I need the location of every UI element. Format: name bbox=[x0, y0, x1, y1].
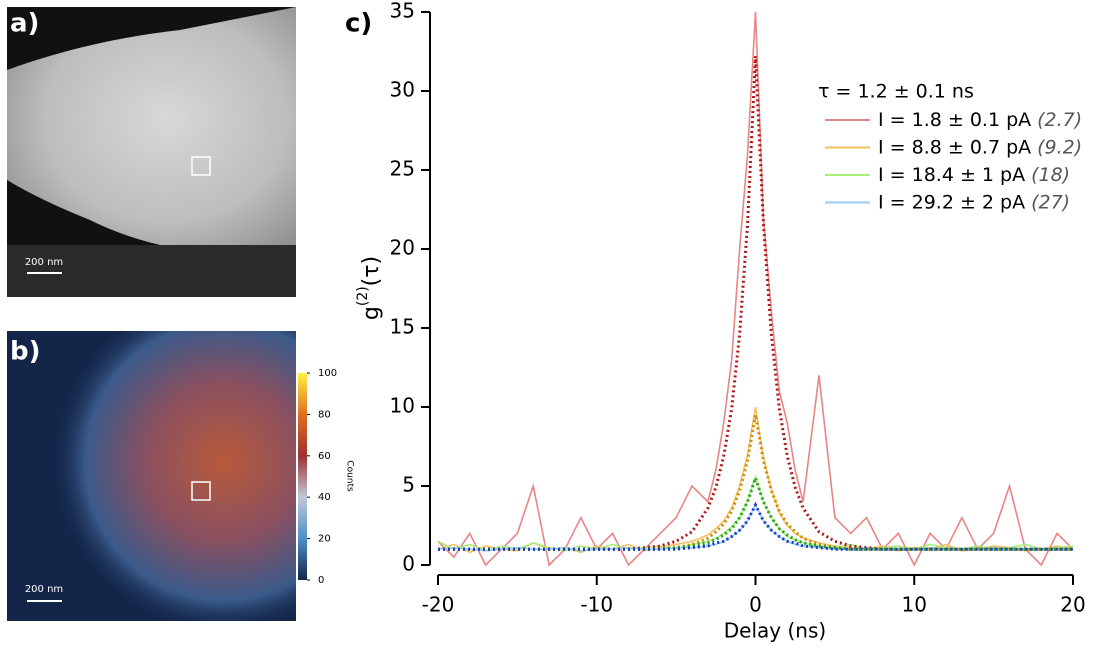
legend-name: I = 1.8 ± 0.1 pA bbox=[878, 109, 1031, 131]
y-tick-label: 10 bbox=[390, 394, 415, 418]
x-tick-label: 20 bbox=[1060, 593, 1085, 617]
y-tick-label: 5 bbox=[402, 473, 415, 497]
colorbar-tick-label: 40 bbox=[318, 492, 331, 503]
legend-entry: I = 8.8 ± 0.7 pA (9.2) bbox=[878, 136, 1082, 158]
colorbar-label: Counts bbox=[345, 460, 355, 492]
legend-name: I = 8.8 ± 0.7 pA bbox=[878, 136, 1031, 158]
legend-title: τ = 1.2 ± 0.1 ns bbox=[818, 81, 974, 103]
colorbar-tick-label: 0 bbox=[318, 575, 324, 586]
y-tick-label: 25 bbox=[390, 157, 415, 181]
legend-entry: I = 29.2 ± 2 pA (27) bbox=[878, 191, 1070, 213]
legend-entry: I = 18.4 ± 1 pA (18) bbox=[878, 164, 1070, 186]
panel-label: a) bbox=[10, 9, 39, 39]
panel-label: b) bbox=[10, 337, 41, 367]
data-line bbox=[437, 503, 1073, 552]
legend-note: (18) bbox=[1031, 164, 1070, 186]
specimen bbox=[7, 7, 296, 255]
fit-line bbox=[438, 501, 1073, 551]
colorbar-tick-label: 80 bbox=[318, 409, 331, 420]
legend-name: I = 18.4 ± 1 pA bbox=[878, 164, 1025, 186]
roi-box bbox=[191, 481, 211, 501]
scale-bar-label: 200 nm bbox=[25, 257, 63, 268]
y-axis-label: g(2)(τ) bbox=[355, 256, 384, 320]
y-label-sup: (2) bbox=[355, 286, 371, 306]
legend-name: I = 29.2 ± 2 pA bbox=[878, 191, 1025, 213]
y-tick-label: 15 bbox=[390, 315, 415, 339]
colorbar-tick-label: 100 bbox=[318, 368, 337, 379]
y-tick-label: 30 bbox=[390, 78, 415, 102]
panel-label: c) bbox=[345, 9, 372, 39]
legend-note: (27) bbox=[1031, 191, 1070, 213]
x-tick-label: -20 bbox=[422, 593, 455, 617]
colorbar bbox=[298, 373, 307, 580]
legend-entry: I = 1.8 ± 0.1 pA (2.7) bbox=[878, 109, 1082, 131]
legend-note: (2.7) bbox=[1037, 109, 1082, 131]
y-tick-label: 20 bbox=[390, 236, 415, 260]
colorbar-tick-label: 60 bbox=[318, 451, 331, 462]
colorbar-tick-label: 20 bbox=[318, 534, 331, 545]
specimen-edge bbox=[7, 245, 296, 297]
y-tick-label: 35 bbox=[390, 0, 415, 23]
scale-bar-label: 200 nm bbox=[25, 584, 63, 595]
x-axis-label: Delay (ns) bbox=[724, 619, 826, 643]
x-tick-label: -10 bbox=[580, 593, 613, 617]
data-line bbox=[437, 11, 1074, 567]
y-label-arg: (τ) bbox=[359, 256, 384, 286]
x-tick-label: 0 bbox=[749, 593, 762, 617]
y-tick-label: 0 bbox=[402, 552, 415, 576]
x-tick-label: 10 bbox=[902, 593, 927, 617]
roi-box bbox=[191, 156, 211, 176]
counts-map bbox=[7, 331, 296, 621]
y-label-base: g bbox=[359, 306, 384, 320]
legend-note: (9.2) bbox=[1037, 136, 1082, 158]
